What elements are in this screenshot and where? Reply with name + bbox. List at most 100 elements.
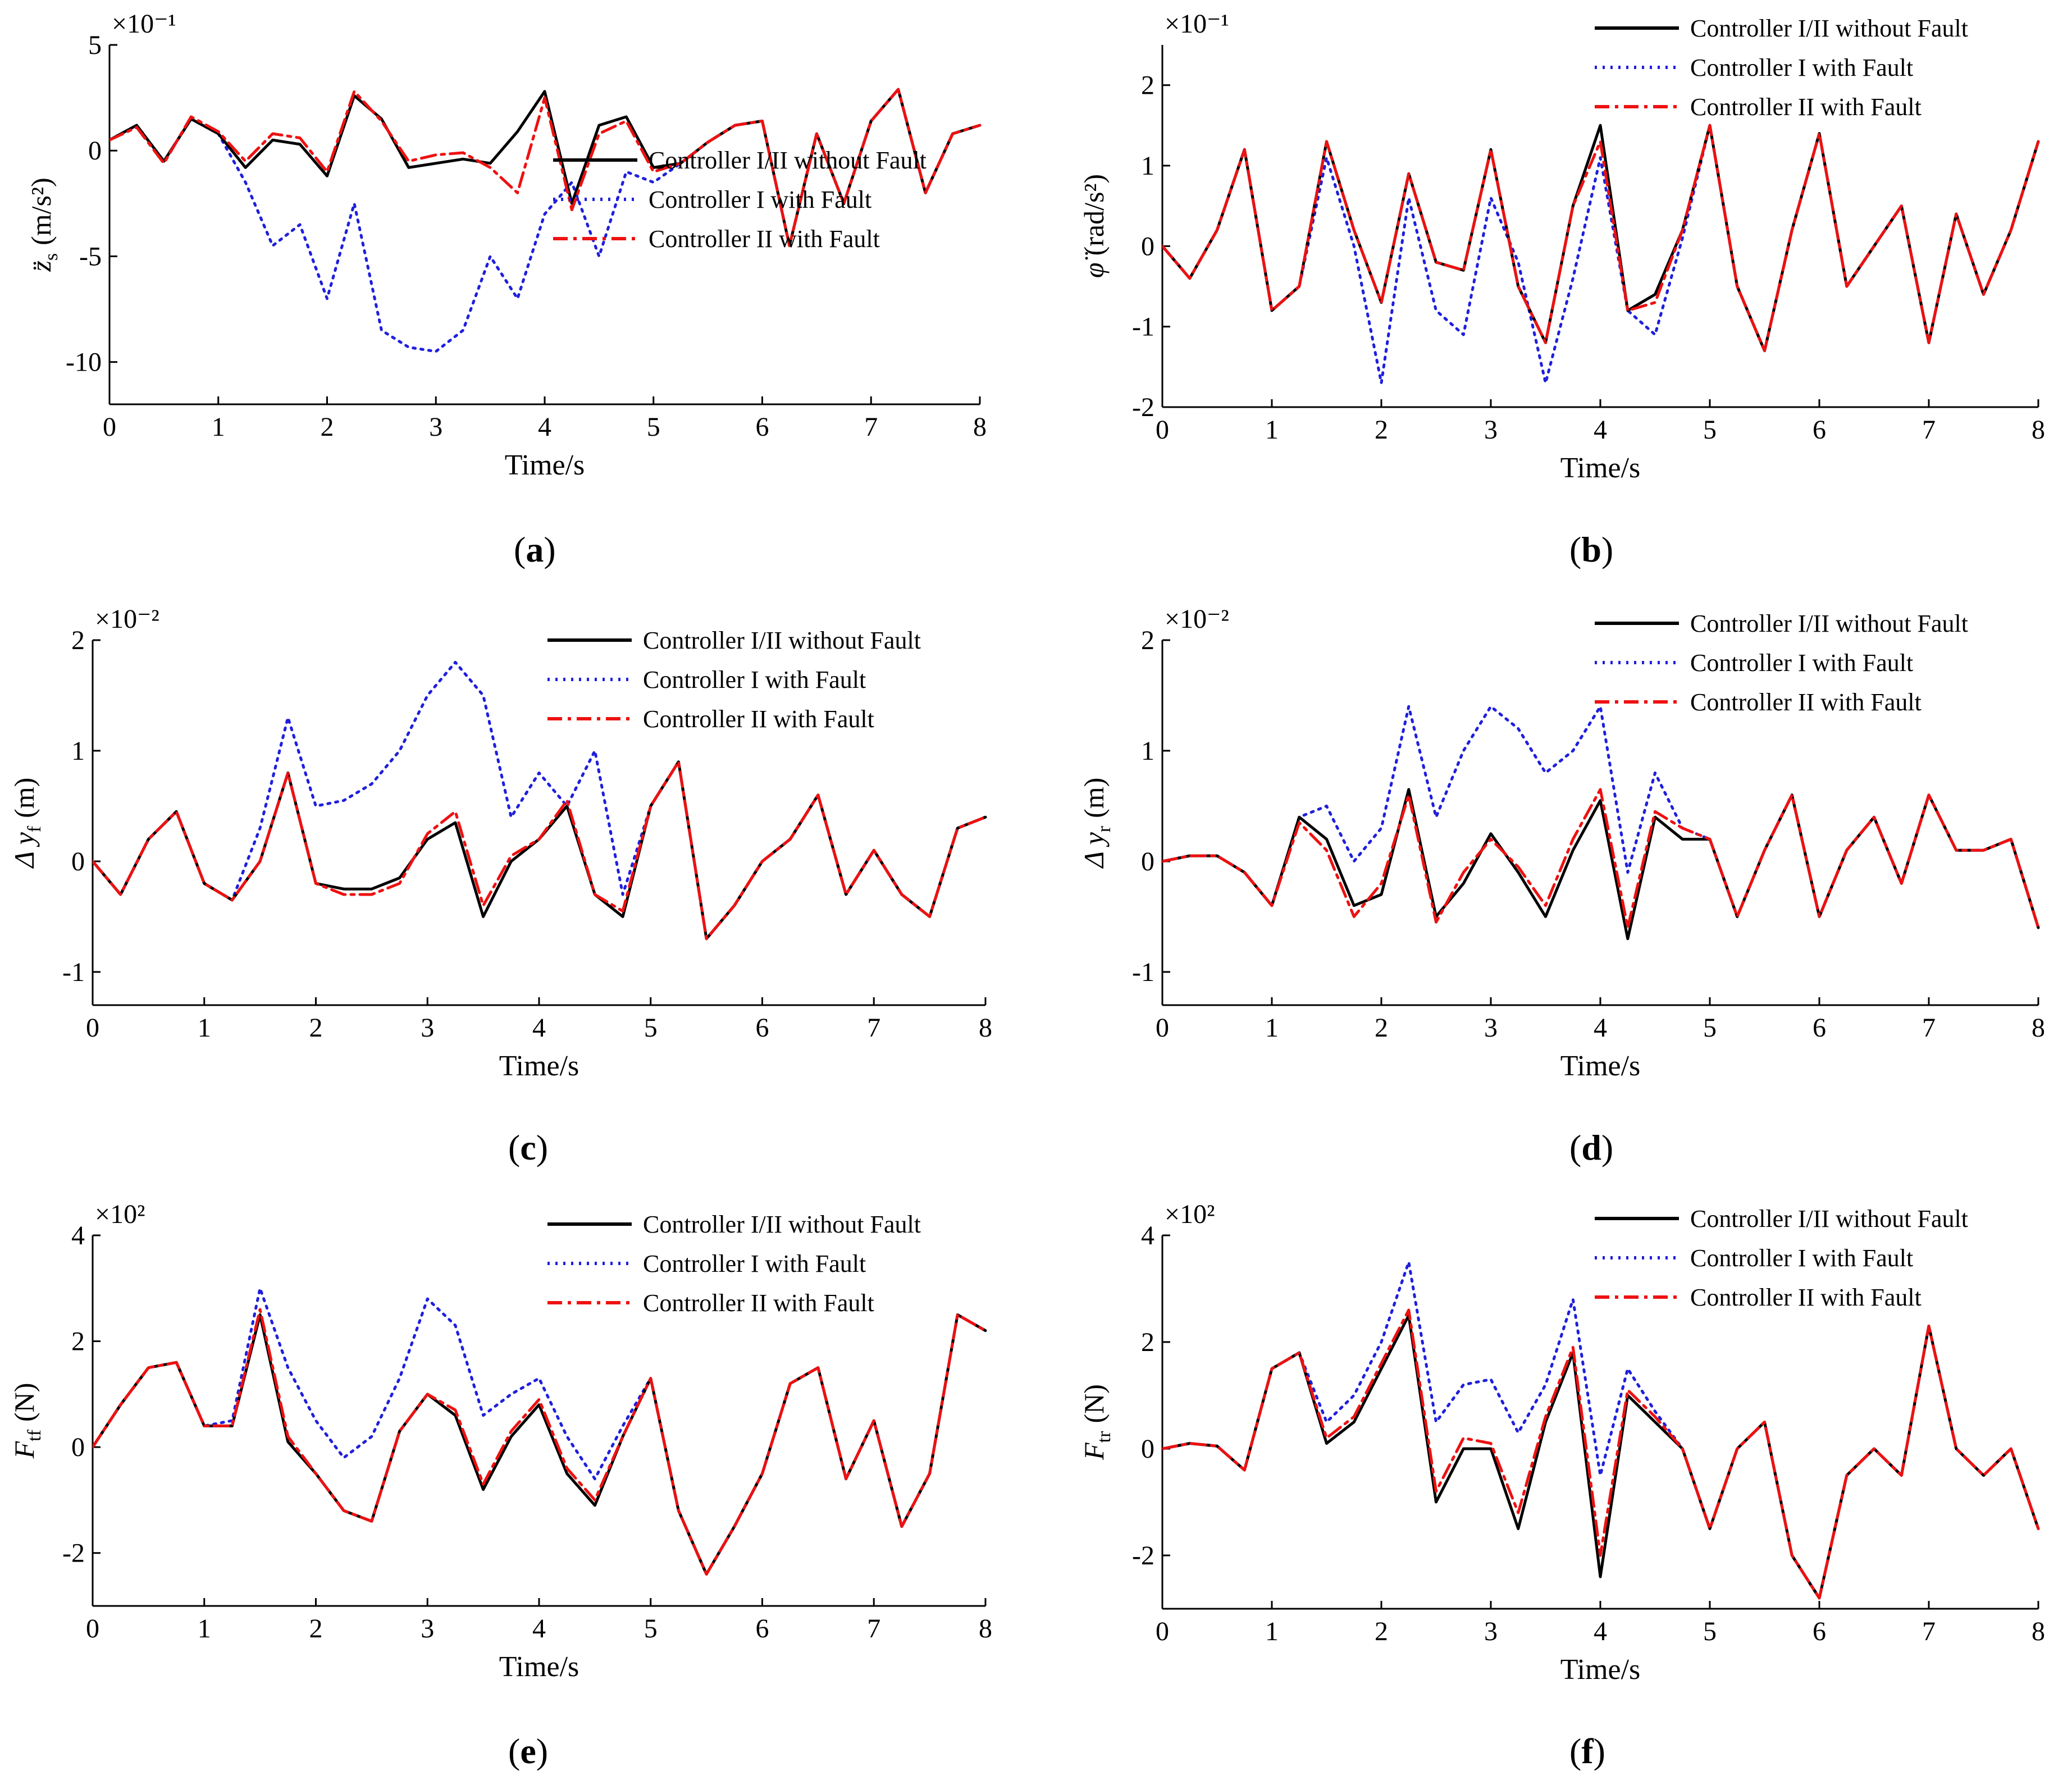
x-axis-label: Time/s [1560, 1050, 1641, 1082]
legend: Controller I/II without Fault Controller … [1595, 1205, 1968, 1311]
y-axis-symbol: F [8, 1441, 40, 1459]
legend-label: Controller II with Fault [643, 705, 874, 733]
x-tick-label: 1 [1265, 1013, 1279, 1043]
y-axis-label: Δ yr (m) [1078, 778, 1115, 869]
caption-close-paren: ) [544, 530, 555, 569]
y-axis-unit: (m/s²) [25, 177, 57, 245]
y-tick-label: 4 [71, 1221, 85, 1251]
y-tick-label: -2 [62, 1539, 85, 1568]
caption-open-paren: ( [514, 530, 526, 569]
x-axis-label: Time/s [505, 449, 585, 481]
caption-letter: b [1581, 530, 1601, 569]
y-axis-label: Δ yf (m) [8, 778, 45, 869]
panel-caption: (e) [508, 1731, 548, 1771]
x-tick-label: 8 [973, 412, 987, 442]
legend-label: Controller I/II without Fault [1690, 610, 1968, 637]
y-tick-label: 4 [1141, 1221, 1154, 1251]
legend-label: Controller I with Fault [649, 186, 871, 213]
x-tick-label: 6 [756, 1013, 769, 1043]
axis-exponent: ×10² [95, 1199, 145, 1229]
legend-label: Controller I/II without Fault [649, 147, 927, 174]
x-tick-label: 2 [309, 1013, 323, 1043]
panel-caption: (f) [1569, 1731, 1605, 1771]
x-tick-label: 3 [421, 1614, 434, 1644]
x-tick-label: 0 [1156, 1617, 1169, 1646]
y-axis-symbol: Δ y [8, 832, 40, 869]
panel-b: 0 1 2 3 4 5 6 7 8 2 1 0 -1 -2 ×10⁻¹ Time/s φ̈(rad/s²) Con… [1078, 9, 2045, 569]
y-tick-label: 2 [1141, 71, 1154, 101]
y-axis-symbol: z̈ [25, 261, 57, 272]
panel-caption: (b) [1569, 530, 1613, 569]
y-axis-subscript: f [24, 825, 45, 832]
x-tick-label: 7 [1922, 1617, 1936, 1646]
x-tick-label: 6 [756, 1614, 769, 1644]
x-tick-label: 0 [86, 1013, 99, 1043]
y-axis-label: z̈s (m/s²) [25, 177, 62, 272]
axis-exponent: ×10² [1165, 1199, 1215, 1229]
y-axis-symbol: Δ y [1078, 832, 1110, 869]
y-tick-label: 1 [1141, 151, 1154, 181]
y-axis-label: Ftf (N) [8, 1383, 45, 1459]
panel-f: 0 1 2 3 4 5 6 7 8 4 2 0 -2 ×10² Time/s Ftr (N) Controller… [1078, 1199, 2045, 1771]
x-tick-label: 5 [644, 1013, 658, 1043]
series-line-controller-i-fault [109, 88, 982, 353]
y-tick-label: 1 [71, 736, 85, 766]
y-axis-label: Ftr (N) [1078, 1384, 1115, 1461]
x-tick-label: 7 [867, 1614, 880, 1644]
legend-label: Controller I with Fault [1690, 1244, 1913, 1272]
x-tick-label: 8 [979, 1614, 992, 1644]
legend-label: Controller I/II without Fault [1690, 1205, 1968, 1233]
series-line-without-fault [93, 760, 987, 941]
x-tick-label: 1 [1265, 415, 1279, 445]
legend-label: Controller I/II without Fault [643, 1211, 921, 1238]
x-tick-label: 3 [1484, 1617, 1498, 1646]
legend: Controller I/II without Fault Controller … [553, 147, 927, 253]
x-tick-label: 5 [1703, 415, 1717, 445]
y-tick-label: 0 [88, 136, 102, 166]
legend-label: Controller II with Fault [649, 225, 880, 253]
y-tick-label: -5 [79, 241, 102, 271]
caption-letter: d [1581, 1128, 1601, 1167]
caption-close-paren: ) [1601, 530, 1613, 569]
x-tick-label: 5 [644, 1614, 658, 1644]
x-tick-label: 7 [867, 1013, 880, 1043]
y-tick-label: 0 [1141, 1434, 1154, 1464]
panel-caption: (d) [1569, 1128, 1613, 1167]
panel-caption: (a) [514, 530, 556, 569]
y-tick-label: -2 [1132, 1541, 1154, 1571]
legend-label: Controller II with Fault [1690, 1284, 1922, 1311]
legend-label: Controller I with Fault [643, 1250, 866, 1277]
legend-label: Controller I/II without Fault [1690, 15, 1968, 42]
caption-open-paren: ( [1569, 530, 1581, 569]
series-line-controller-ii-fault [109, 88, 982, 248]
panel-e: 0 1 2 3 4 5 6 7 8 4 2 0 -2 ×10² Time/s Ftf (N) Controller… [8, 1199, 992, 1771]
legend-label: Controller II with Fault [1690, 688, 1922, 716]
legend: Controller I/II without Fault Controller … [1595, 15, 1968, 121]
y-tick-label: 0 [71, 1432, 85, 1462]
x-tick-label: 4 [1594, 1013, 1607, 1043]
axis-exponent: ×10⁻² [1165, 604, 1229, 634]
legend-label: Controller I with Fault [1690, 649, 1913, 677]
x-tick-label: 1 [1265, 1617, 1279, 1646]
x-tick-label: 8 [2032, 1617, 2045, 1646]
series-line-controller-ii-fault [1162, 788, 2040, 929]
x-tick-label: 6 [756, 412, 769, 442]
caption-letter: a [526, 530, 544, 569]
y-axis-subscript: tr [1094, 1431, 1115, 1443]
legend-label: Controller II with Fault [643, 1289, 874, 1317]
x-tick-label: 2 [1375, 1013, 1388, 1043]
caption-open-paren: ( [1569, 1731, 1581, 1771]
x-tick-label: 4 [1594, 415, 1607, 445]
x-tick-label: 1 [198, 1614, 211, 1644]
x-tick-label: 5 [1703, 1617, 1717, 1646]
y-tick-label: 2 [1141, 626, 1154, 655]
x-tick-label: 3 [1484, 415, 1498, 445]
y-tick-label: 5 [88, 30, 102, 60]
x-axis-label: Time/s [499, 1651, 579, 1683]
y-tick-label: 0 [1141, 231, 1154, 261]
y-axis-unit: (m) [1078, 778, 1110, 818]
x-tick-label: 8 [979, 1013, 992, 1043]
x-tick-label: 0 [86, 1614, 99, 1644]
panel-caption: (c) [508, 1128, 548, 1167]
x-tick-label: 8 [2032, 415, 2045, 445]
